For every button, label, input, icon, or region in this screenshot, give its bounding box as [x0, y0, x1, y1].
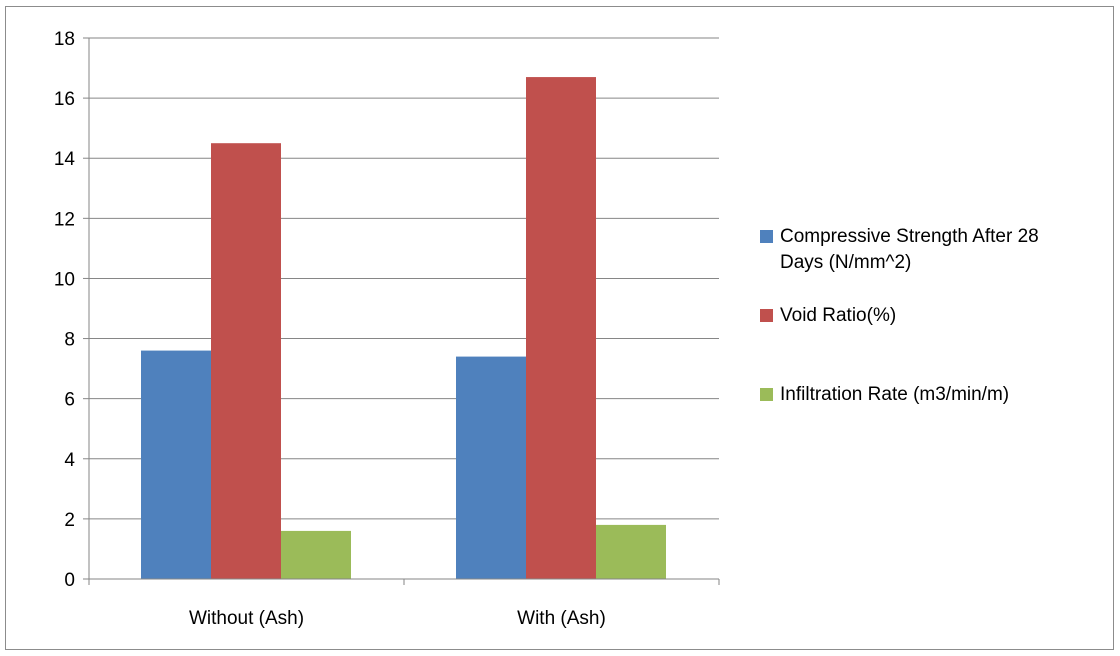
axes: [83, 37, 720, 585]
legend-entry: Compressive Strength After 28 Days (N/mm^…: [760, 226, 1039, 273]
y-tick-label: 2: [64, 510, 75, 531]
y-tick-label: 14: [54, 149, 76, 170]
x-tick-label: Without (Ash): [189, 608, 304, 629]
bar-3-2: [596, 524, 666, 579]
legend: Compressive Strength After 28 Days (N/mm^…: [760, 226, 1039, 405]
legend-swatch: [760, 388, 773, 401]
legend-swatch: [760, 309, 773, 322]
legend-swatch: [760, 230, 773, 243]
legend-label: Infiltration Rate (m3/min/m): [780, 384, 1009, 405]
legend-label-line: Void Ratio(%): [780, 305, 896, 326]
bar-2-2: [526, 77, 596, 580]
bars: [141, 77, 666, 580]
y-tick-label: 18: [54, 29, 75, 50]
legend-label: Compressive Strength After 28 Days (N/mm^…: [780, 226, 1039, 273]
y-tick-label: 4: [64, 450, 75, 471]
bar-2-1: [211, 143, 281, 579]
legend-label: Void Ratio(%): [780, 305, 896, 326]
legend-entry: Infiltration Rate (m3/min/m): [760, 384, 1009, 405]
x-tick-label: With (Ash): [517, 608, 606, 629]
legend-label-line: Compressive Strength After 28: [780, 226, 1039, 247]
bar-3-1: [281, 530, 351, 579]
bar-1-1: [141, 350, 211, 579]
y-tick-label: 12: [54, 209, 75, 230]
y-tick-labels: 0 2 4 6 8 10 12 14 16 18: [54, 29, 76, 591]
legend-label-line: Infiltration Rate (m3/min/m): [780, 384, 1009, 405]
y-tick-label: 16: [54, 89, 75, 110]
bar-1-2: [456, 356, 526, 579]
y-tick-label: 0: [64, 570, 75, 591]
legend-entry: Void Ratio(%): [760, 305, 896, 326]
y-tick-label: 8: [64, 330, 75, 351]
legend-label-line: Days (N/mm^2): [780, 252, 911, 273]
x-tick-labels: Without (Ash) With (Ash): [189, 608, 606, 629]
y-tick-label: 10: [54, 269, 75, 290]
y-tick-label: 6: [64, 390, 75, 411]
